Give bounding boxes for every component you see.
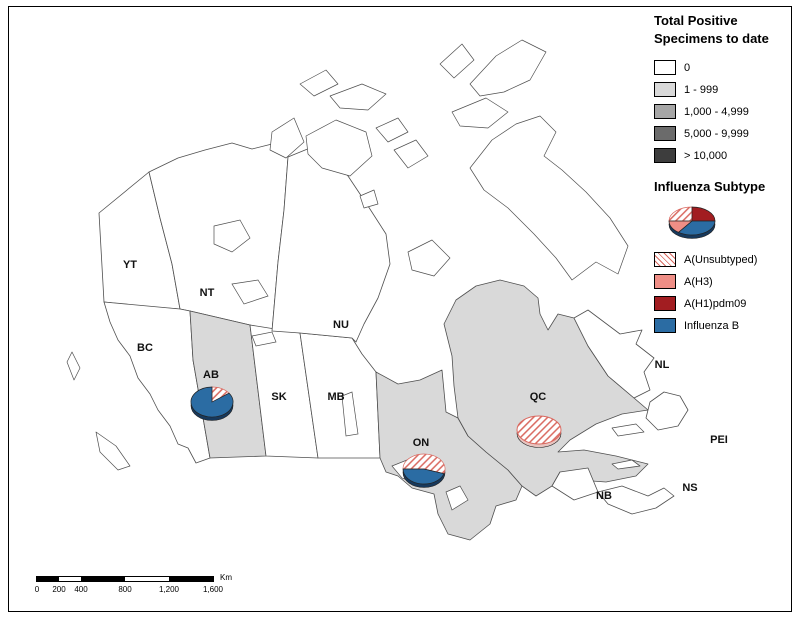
scale-segment: [59, 577, 81, 581]
subtype-legend: A(Unsubtyped) A(H3) A(H1)pdm09 Influenza…: [654, 252, 796, 334]
pie-on: [402, 453, 446, 488]
scale-bar: Km 0 200 400 800 1,200 1,600: [34, 570, 266, 598]
label-nt: NT: [200, 287, 215, 299]
lake-great-slave: [231, 279, 269, 305]
island-victoria: [305, 119, 373, 177]
subtype-row: Influenza B: [654, 318, 796, 334]
label-nl: NL: [655, 359, 670, 371]
subtype-swatch-b: [654, 318, 676, 334]
class-swatch-4: [654, 148, 676, 164]
class-label-0: 0: [684, 61, 691, 74]
island-axel-heiberg: [439, 43, 475, 79]
legend-title-line2: Specimens to date: [654, 30, 769, 46]
province-nl-labrador: [573, 309, 655, 399]
class-swatch-0: [654, 60, 676, 76]
label-nb: NB: [596, 490, 612, 502]
province-nl-island: [645, 391, 689, 431]
lake-athabasca: [251, 331, 277, 347]
scale-tick-1: 200: [52, 585, 66, 594]
legend-classes: 0 1 - 999 1,000 - 4,999 5,000 - 9,999 > …: [654, 60, 796, 164]
scale-tick-5: 1,600: [202, 585, 224, 594]
legend-title-line1: Total Positive: [654, 13, 738, 28]
island-king-william: [359, 189, 379, 209]
class-label-3: 5,000 - 9,999: [684, 127, 749, 140]
class-label-1: 1 - 999: [684, 83, 719, 96]
island-prince-of-wales: [375, 117, 409, 143]
pie-qc: [516, 415, 562, 448]
subtype-row: A(Unsubtyped): [654, 252, 796, 268]
island-devon: [451, 97, 509, 129]
province-ab: [189, 310, 267, 459]
scale-segment: [37, 577, 59, 581]
island-ellesmere: [469, 39, 547, 97]
island-prince-patrick: [299, 69, 339, 97]
class-swatch-2: [654, 104, 676, 120]
lake-huron: [445, 485, 469, 511]
subtype-legend-title: Influenza Subtype: [654, 179, 766, 195]
island-baffin: [469, 115, 629, 281]
province-qc: [443, 279, 649, 497]
province-on: [375, 369, 523, 541]
label-pei: PEI: [710, 434, 728, 446]
legend-title: Total Positive Specimens to date: [654, 12, 796, 47]
class-label-2: 1,000 - 4,999: [684, 105, 749, 118]
subtype-row: A(H1)pdm09: [654, 296, 796, 312]
scale-tick-2: 400: [74, 585, 88, 594]
class-label-4: > 10,000: [684, 149, 728, 162]
label-nu: NU: [333, 319, 349, 331]
island-somerset: [393, 139, 429, 169]
scale-unit: Km: [220, 573, 232, 582]
legend: Total Positive Specimens to date 0 1 - 9…: [654, 12, 796, 340]
island-melville: [329, 83, 387, 111]
sample-pie-chart: [668, 206, 716, 239]
island-vancouver: [95, 431, 131, 471]
scale-tick-3: 800: [118, 585, 132, 594]
scale-tick-4: 1,200: [158, 585, 180, 594]
class-swatch-3: [654, 126, 676, 142]
province-nu: [271, 147, 391, 343]
island-anticosti: [611, 423, 645, 437]
label-on: ON: [413, 437, 430, 449]
lake-winnipeg: [341, 391, 359, 437]
subtype-swatch-unsubtyped: [654, 252, 676, 268]
subtype-swatch-h1pdm09: [654, 296, 676, 312]
label-bc: BC: [137, 342, 153, 354]
legend-class-row: 1,000 - 4,999: [654, 104, 796, 120]
label-qc: QC: [530, 391, 547, 403]
legend-class-row: 5,000 - 9,999: [654, 126, 796, 142]
subtype-row: A(H3): [654, 274, 796, 290]
island-haida-gwaii: [66, 351, 81, 381]
label-ab: AB: [203, 369, 219, 381]
legend-class-row: 0: [654, 60, 796, 76]
pie-ab: [190, 386, 234, 421]
subtype-label-h3: A(H3): [684, 275, 713, 288]
lake-great-bear: [213, 219, 251, 253]
province-nb: [551, 467, 599, 501]
label-sk: SK: [271, 391, 286, 403]
label-ns: NS: [682, 482, 697, 494]
legend-class-row: 1 - 999: [654, 82, 796, 98]
class-swatch-1: [654, 82, 676, 98]
label-yt: YT: [123, 259, 137, 271]
scale-bar-graphic: [36, 576, 214, 582]
island-southampton: [407, 239, 451, 277]
legend-sample-pie: [668, 206, 716, 239]
label-mb: MB: [327, 391, 344, 403]
province-ns: [597, 485, 675, 515]
subtype-label-b: Influenza B: [684, 319, 740, 332]
scale-segment: [125, 577, 169, 581]
subtype-label-unsubtyped: A(Unsubtyped): [684, 253, 758, 266]
scale-tick-0: 0: [34, 585, 40, 594]
scale-segment: [81, 577, 125, 581]
scale-segment: [169, 577, 213, 581]
subtype-swatch-h3: [654, 274, 676, 290]
legend-class-row: > 10,000: [654, 148, 796, 164]
province-pei: [611, 459, 641, 470]
island-banks: [269, 117, 305, 159]
subtype-label-h1pdm09: A(H1)pdm09: [684, 297, 747, 310]
